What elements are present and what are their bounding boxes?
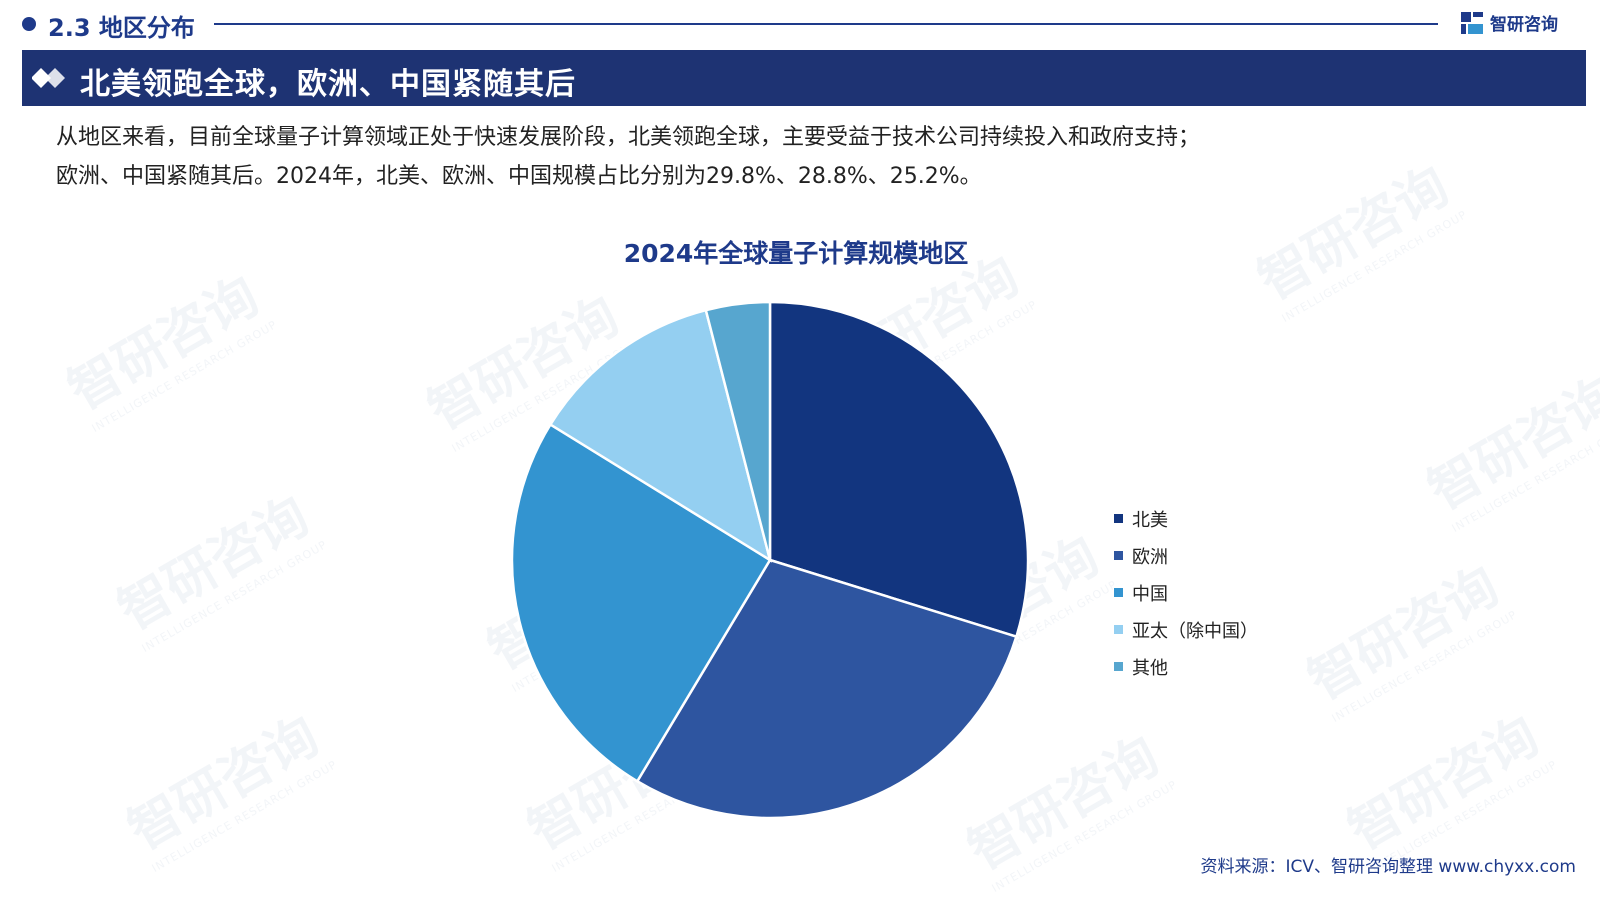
headline-banner: 北美领跑全球，欧洲、中国紧随其后 <box>22 50 1586 106</box>
legend-swatch <box>1114 551 1123 560</box>
legend-item: 中国 <box>1114 574 1258 611</box>
double-diamond-icon <box>32 68 65 88</box>
pie-chart <box>510 300 1030 820</box>
legend-label: 北美 <box>1132 509 1168 531</box>
top-bar: 2.3 地区分布 智研咨询 <box>0 0 1600 46</box>
legend-swatch <box>1114 625 1123 634</box>
chart-legend: 北美欧洲中国亚太（除中国） 其他 <box>1114 500 1258 685</box>
brand-name: 智研咨询 <box>1490 15 1558 35</box>
legend-swatch <box>1114 662 1123 671</box>
section-bullet-icon <box>22 17 36 31</box>
pie-slice-4 <box>548 308 772 563</box>
section-divider <box>214 23 1438 25</box>
intro-paragraph: 从地区来看，目前全球量子计算领域正处于快速发展阶段，北美领跑全球，主要受益于技术… <box>56 118 1566 196</box>
legend-item: 欧洲 <box>1114 537 1258 574</box>
legend-item: 北美 <box>1114 500 1258 537</box>
legend-label: 欧洲 <box>1132 546 1168 568</box>
legend-label: 中国 <box>1132 583 1168 605</box>
source-note: 资料来源：ICV、智研咨询整理 www.chyxx.com <box>1200 857 1577 877</box>
legend-swatch <box>1114 588 1123 597</box>
legend-item: 其他 <box>1114 648 1258 685</box>
legend-label: 亚太（除中国） <box>1132 620 1258 642</box>
intro-line-1: 从地区来看，目前全球量子计算领域正处于快速发展阶段，北美领跑全球，主要受益于技术… <box>56 125 1201 150</box>
legend-label: 其他 <box>1132 657 1168 679</box>
pie-slice-3 <box>510 422 772 783</box>
brand-logo-icon <box>1461 11 1483 34</box>
intro-line-2: 欧洲、中国紧随其后。2024年，北美、欧洲、中国规模占比分别为29.8%、28.… <box>56 164 982 189</box>
pie-slice-1 <box>768 300 1030 639</box>
section-title: 2.3 地区分布 <box>48 14 195 42</box>
legend-swatch <box>1114 514 1123 523</box>
chart-title: 2024年全球量子计算规模地区 <box>623 239 969 268</box>
brand: 智研咨询 <box>1460 10 1558 35</box>
pie-slice-5 <box>704 300 772 561</box>
legend-item: 亚太（除中国） <box>1114 611 1258 648</box>
headline-title: 北美领跑全球，欧洲、中国紧随其后 <box>80 67 576 102</box>
